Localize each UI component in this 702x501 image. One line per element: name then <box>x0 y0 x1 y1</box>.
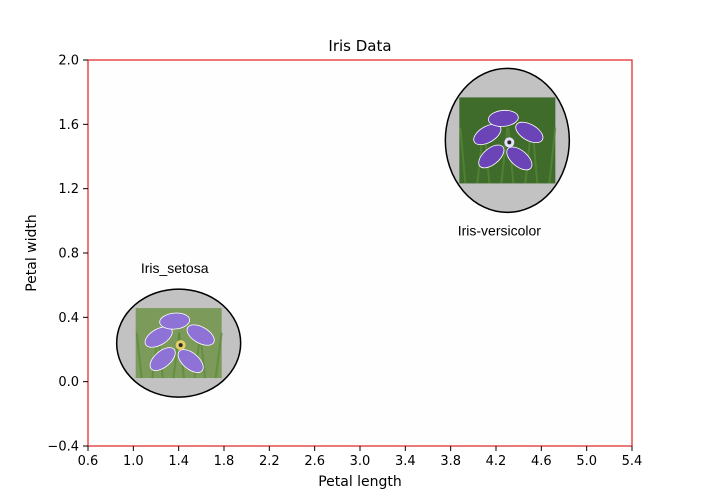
x-tick-label: 3.4 <box>395 454 416 469</box>
x-tick-label: 1.4 <box>168 454 189 469</box>
x-tick-label: 3.0 <box>350 454 371 469</box>
data-point: Iris_setosa <box>115 260 242 398</box>
x-tick-label: 3.8 <box>440 454 461 469</box>
y-tick-label: 2.0 <box>58 54 79 69</box>
x-tick-label: 4.6 <box>531 454 552 469</box>
x-axis: 0.6 1.0 1.4 1.8 2.2 2.6 3.0 3.4 3.8 4.2 4.6 5.0 5.4 <box>78 446 643 469</box>
y-tick-label: 0.8 <box>58 247 79 262</box>
y-tick-label: 1.2 <box>58 182 79 197</box>
x-tick-label: 4.2 <box>486 454 507 469</box>
x-tick-label: 1.8 <box>214 454 235 469</box>
y-axis: −0.4 0.0 0.4 0.8 1.2 1.6 2.0 <box>47 54 88 455</box>
y-tick-label: 1.6 <box>58 118 79 133</box>
x-axis-label: Petal length <box>318 474 402 490</box>
x-tick-label: 1.0 <box>123 454 144 469</box>
flower-image <box>459 97 557 184</box>
flower-image <box>135 308 223 379</box>
x-tick-label: 5.4 <box>622 454 643 469</box>
point-label: Iris_setosa <box>141 260 209 276</box>
data-points: Iris_setosa Iris-versicolor <box>115 67 571 398</box>
x-tick-label: 5.0 <box>576 454 597 469</box>
data-point: Iris-versicolor <box>444 67 571 238</box>
x-tick-label: 2.2 <box>259 454 280 469</box>
y-tick-label: 0.0 <box>58 375 79 390</box>
x-tick-label: 2.6 <box>304 454 325 469</box>
x-tick-label: 0.6 <box>78 454 99 469</box>
y-tick-label: −0.4 <box>47 440 79 455</box>
chart-title: Iris Data <box>328 37 391 55</box>
point-label: Iris-versicolor <box>458 222 542 238</box>
y-axis-label: Petal width <box>24 214 40 292</box>
y-tick-label: 0.4 <box>58 311 79 326</box>
